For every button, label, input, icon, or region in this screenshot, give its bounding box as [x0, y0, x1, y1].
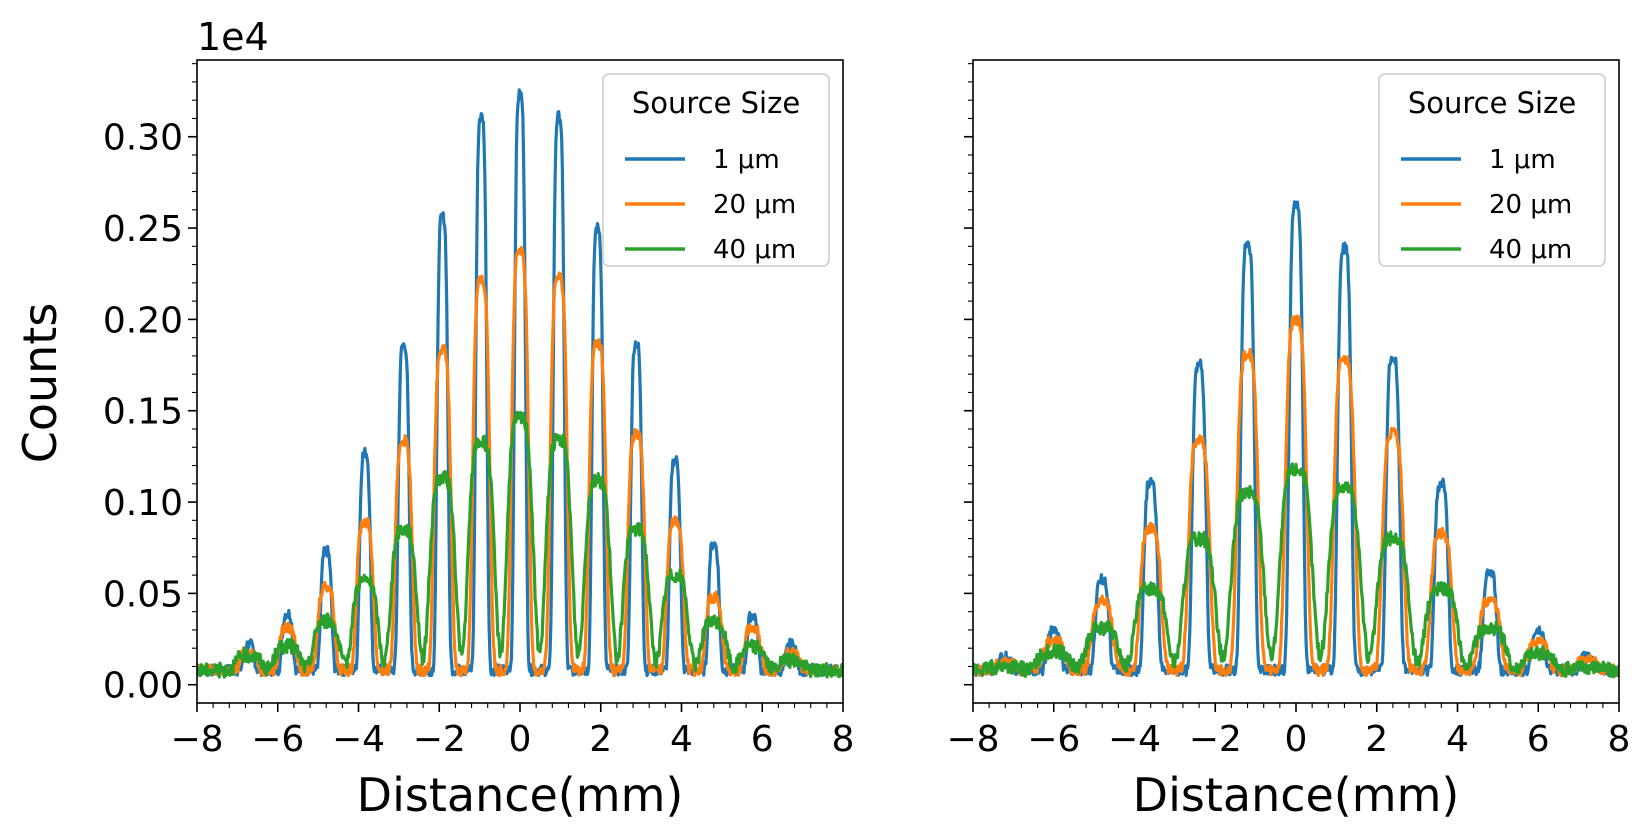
legend-entry-3: 40 μm: [1489, 235, 1572, 265]
y-offset-label: 1e4: [197, 15, 269, 59]
x-tick-label: −4: [1108, 719, 1161, 760]
x-axis-label: Distance(mm): [1133, 768, 1460, 822]
x-tick-label: 0: [509, 719, 532, 760]
y-tick-label: 0.15: [103, 392, 183, 433]
x-tick-label: −4: [332, 719, 385, 760]
legend-box: [1378, 73, 1606, 267]
legend-box: [602, 73, 830, 267]
legend: Source Size 1 μm 20 μm 40 μm: [602, 73, 830, 267]
y-tick-label: 0.10: [103, 483, 183, 524]
x-tick-label: −2: [413, 719, 466, 760]
x-axis-label: Distance(mm): [357, 768, 684, 822]
legend-entry-1: 1 μm: [713, 145, 780, 175]
x-tick-label: 6: [1527, 719, 1550, 760]
x-tick-label: 8: [832, 719, 855, 760]
legend-title: Source Size: [632, 86, 800, 120]
x-tick-label: 0: [1285, 719, 1308, 760]
y-tick-label: 0.20: [103, 300, 183, 341]
plot-panel-right: −8 −6 −4 −2 0 2 4 6 8 Distance(mm) Source Size 1 μm…: [946, 59, 1631, 822]
x-tick-label: 4: [670, 719, 693, 760]
x-tick-label: −8: [170, 719, 223, 760]
y-tick-label: 0.05: [103, 574, 183, 615]
y-tick-label: 0.00: [103, 666, 183, 707]
x-tick-label: 8: [1608, 719, 1631, 760]
legend-entry-2: 20 μm: [713, 190, 796, 220]
x-tick-label: 6: [751, 719, 774, 760]
x-tick-label: 4: [1446, 719, 1469, 760]
series-line-2: [197, 246, 843, 678]
y-axis-label: Counts: [13, 303, 67, 464]
x-tick-label: −6: [1027, 719, 1080, 760]
series-line-3: [197, 410, 843, 679]
x-tick-label: −8: [946, 719, 999, 760]
legend-entry-3: 40 μm: [713, 235, 796, 265]
plot-panel-left: −8 −6 −4 −2 0 2 4 6 8 0.00 0.05 0.10 0.15 0.20 0.25 0.3…: [103, 59, 855, 822]
series-line-2: [973, 314, 1619, 678]
legend: Source Size 1 μm 20 μm 40 μm: [1378, 73, 1606, 267]
series-line-1: [973, 200, 1619, 678]
x-tick-label: 2: [1365, 719, 1388, 760]
x-tick-label: −2: [1189, 719, 1242, 760]
legend-entry-1: 1 μm: [1489, 145, 1556, 175]
y-tick-label: 0.25: [103, 209, 183, 250]
legend-title: Source Size: [1408, 86, 1576, 120]
x-tick-label: 2: [589, 719, 612, 760]
y-tick-label: 0.30: [103, 118, 183, 159]
series-line-3: [973, 462, 1619, 679]
legend-entry-2: 20 μm: [1489, 190, 1572, 220]
x-tick-label: −6: [251, 719, 304, 760]
